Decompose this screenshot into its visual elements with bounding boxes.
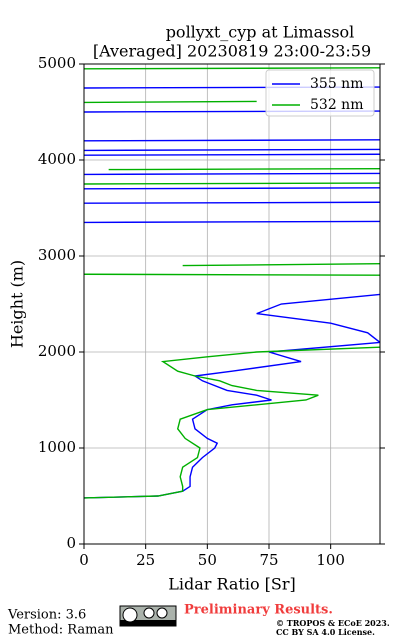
- legend-label: 532 nm: [310, 97, 363, 113]
- y-axis-label: Height (m): [8, 260, 27, 348]
- x-tick-label: 25: [136, 551, 155, 569]
- y-tick-label: 0: [66, 534, 76, 552]
- data-line: [84, 67, 380, 499]
- y-tick-label: 1000: [38, 438, 76, 456]
- x-tick-label: 0: [79, 551, 89, 569]
- method: Method: Raman: [8, 623, 114, 638]
- x-axis-label: Lidar Ratio [Sr]: [168, 575, 296, 594]
- y-tick-label: 3000: [38, 246, 76, 264]
- cc-badge: [119, 605, 177, 627]
- chart-subtitle: [Averaged] 20230819 23:00-23:59: [93, 42, 371, 61]
- x-tick-label: 50: [198, 551, 217, 569]
- y-tick-label: 5000: [38, 54, 76, 72]
- plot-lines: [84, 67, 380, 499]
- y-tick-label: 4000: [38, 150, 76, 168]
- version: Version: 3.6: [7, 608, 86, 623]
- y-tick-label: 2000: [38, 342, 76, 360]
- notice: Preliminary Results.: [184, 603, 333, 618]
- plot-frame: [83, 63, 381, 545]
- grid: [83, 63, 380, 545]
- license: CC BY SA 4.0 License.: [276, 627, 375, 637]
- copyright: © TROPOS & ECoE 2023.: [276, 618, 390, 628]
- data-line: [84, 86, 380, 499]
- legend-label: 355 nm: [310, 76, 363, 92]
- chart-title: pollyxt_cyp at Limassol: [166, 23, 355, 42]
- legend: 355 nm 532 nm: [265, 69, 375, 117]
- x-tick-label: 100: [316, 551, 345, 569]
- x-tick-label: 75: [259, 551, 278, 569]
